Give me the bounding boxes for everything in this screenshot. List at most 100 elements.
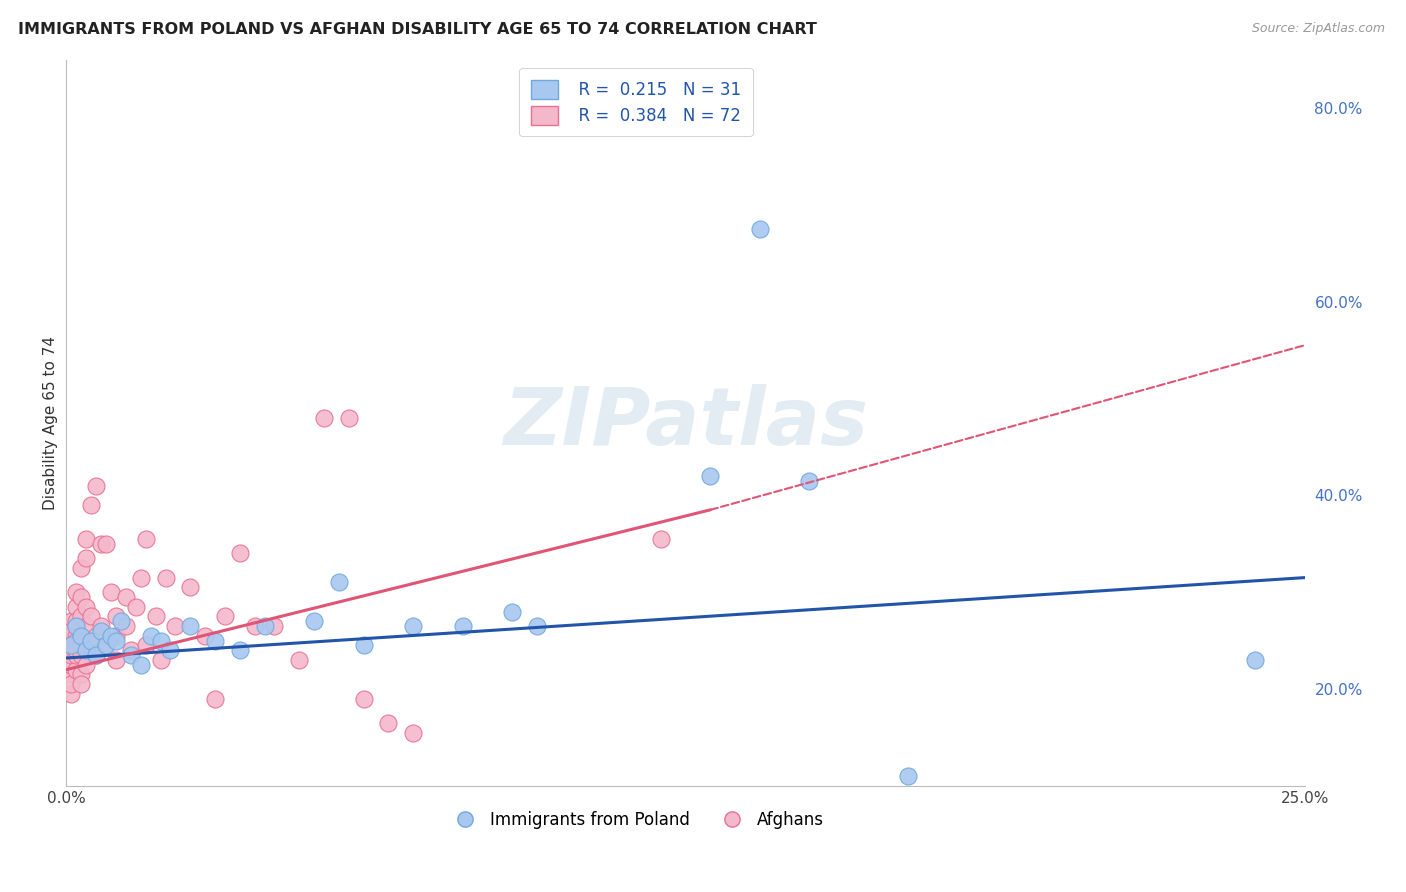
Point xyxy=(60,687,83,701)
Point xyxy=(402,619,425,633)
Point xyxy=(135,532,157,546)
Point xyxy=(159,643,181,657)
Point xyxy=(84,648,107,662)
Point xyxy=(75,657,97,672)
Point xyxy=(60,633,83,648)
Point xyxy=(165,619,187,633)
Point xyxy=(120,643,142,657)
Point xyxy=(125,599,148,614)
Point xyxy=(84,478,107,492)
Point xyxy=(60,624,83,638)
Point xyxy=(80,633,103,648)
Point xyxy=(288,653,311,667)
Point xyxy=(748,222,770,236)
Point xyxy=(70,629,93,643)
Point xyxy=(65,629,87,643)
Point xyxy=(94,639,117,653)
Point xyxy=(70,590,93,604)
Point xyxy=(155,571,177,585)
Point xyxy=(94,639,117,653)
Point xyxy=(263,619,285,633)
Point xyxy=(526,619,548,633)
Point xyxy=(65,599,87,614)
Point xyxy=(214,609,236,624)
Point xyxy=(65,643,87,657)
Point xyxy=(229,546,252,560)
Point xyxy=(139,629,162,643)
Point xyxy=(65,614,87,628)
Point xyxy=(104,629,127,643)
Point xyxy=(302,614,325,628)
Point xyxy=(328,575,350,590)
Point xyxy=(70,629,93,643)
Point xyxy=(104,653,127,667)
Point xyxy=(60,643,83,657)
Point xyxy=(149,653,172,667)
Point xyxy=(135,639,157,653)
Text: IMMIGRANTS FROM POLAND VS AFGHAN DISABILITY AGE 65 TO 74 CORRELATION CHART: IMMIGRANTS FROM POLAND VS AFGHAN DISABIL… xyxy=(18,22,817,37)
Point xyxy=(179,580,201,594)
Point xyxy=(451,619,474,633)
Point xyxy=(1244,653,1267,667)
Point xyxy=(65,619,87,633)
Y-axis label: Disability Age 65 to 74: Disability Age 65 to 74 xyxy=(44,335,58,509)
Point xyxy=(70,609,93,624)
Point xyxy=(100,629,122,643)
Point xyxy=(84,648,107,662)
Point xyxy=(60,639,83,653)
Point xyxy=(897,769,920,783)
Point xyxy=(60,614,83,628)
Point xyxy=(75,532,97,546)
Point xyxy=(70,561,93,575)
Text: ZIPatlas: ZIPatlas xyxy=(503,384,868,462)
Point xyxy=(179,619,201,633)
Point xyxy=(80,639,103,653)
Point xyxy=(100,585,122,599)
Point xyxy=(70,667,93,681)
Point xyxy=(84,629,107,643)
Point xyxy=(60,629,83,643)
Point xyxy=(253,619,276,633)
Point xyxy=(353,691,375,706)
Point xyxy=(60,648,83,662)
Point xyxy=(799,474,821,488)
Point xyxy=(90,537,112,551)
Point xyxy=(204,691,226,706)
Point xyxy=(110,614,132,628)
Point xyxy=(243,619,266,633)
Point xyxy=(75,599,97,614)
Point xyxy=(70,648,93,662)
Point xyxy=(337,410,360,425)
Point xyxy=(149,633,172,648)
Point xyxy=(145,609,167,624)
Point xyxy=(699,469,721,483)
Point xyxy=(75,643,97,657)
Point xyxy=(402,725,425,739)
Point xyxy=(80,609,103,624)
Point xyxy=(312,410,335,425)
Point xyxy=(65,639,87,653)
Text: Source: ZipAtlas.com: Source: ZipAtlas.com xyxy=(1251,22,1385,36)
Point xyxy=(75,619,97,633)
Point xyxy=(650,532,672,546)
Point xyxy=(229,643,252,657)
Point xyxy=(104,633,127,648)
Point xyxy=(377,715,399,730)
Point xyxy=(104,609,127,624)
Point xyxy=(75,551,97,566)
Point xyxy=(90,624,112,638)
Point xyxy=(120,648,142,662)
Point xyxy=(94,537,117,551)
Point xyxy=(353,639,375,653)
Point xyxy=(90,619,112,633)
Point xyxy=(80,498,103,512)
Point xyxy=(129,657,152,672)
Point xyxy=(60,667,83,681)
Point xyxy=(129,571,152,585)
Point xyxy=(65,619,87,633)
Point xyxy=(60,639,83,653)
Point xyxy=(115,619,138,633)
Legend: Immigrants from Poland, Afghans: Immigrants from Poland, Afghans xyxy=(441,805,831,836)
Point xyxy=(60,657,83,672)
Point xyxy=(70,639,93,653)
